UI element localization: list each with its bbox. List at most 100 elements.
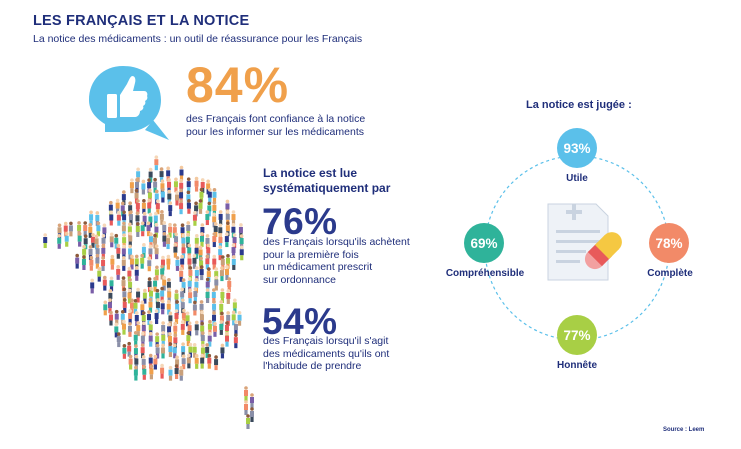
person-figure <box>90 278 95 294</box>
person-figure <box>121 256 126 271</box>
person-figure <box>120 201 125 217</box>
page-title: LES FRANÇAIS ET LA NOTICE <box>33 13 250 29</box>
person-figure <box>160 286 165 302</box>
person-figure <box>225 331 230 347</box>
person-figure <box>81 255 86 270</box>
person-figure <box>192 210 197 226</box>
person-figure <box>194 243 199 259</box>
person-figure <box>114 233 119 249</box>
trust-line: pour les informer sur les médicaments <box>186 126 364 138</box>
person-figure <box>162 275 167 291</box>
person-figure <box>212 188 217 203</box>
stat-line: l'habitude de prendre <box>263 360 362 372</box>
person-figure <box>168 222 173 238</box>
person-figure <box>121 319 126 335</box>
person-figure <box>102 275 107 291</box>
person-figure <box>148 331 153 347</box>
person-figure <box>207 353 212 369</box>
person-figure <box>194 320 199 336</box>
person-figure <box>179 365 184 381</box>
person-figure <box>128 201 133 217</box>
read-title: La notice est lue systématiquement par <box>263 166 413 196</box>
judged-title: La notice est jugée : <box>526 99 632 111</box>
person-figure <box>153 276 158 292</box>
person-figure <box>109 210 114 226</box>
person-figure <box>129 298 134 314</box>
person-figure <box>179 165 184 181</box>
stat-line: sur ordonnance <box>263 273 336 286</box>
person-figure <box>200 232 205 247</box>
person-figure <box>116 243 121 259</box>
person-figure <box>231 255 236 270</box>
read-title-line: systématiquement par <box>263 181 391 195</box>
person-figure <box>173 242 178 258</box>
read-title-line: La notice est lue <box>263 166 358 180</box>
person-figure <box>180 320 185 335</box>
stat-line: des médicaments qu'ils ont <box>263 347 390 360</box>
rating-circle-utile: 93% <box>557 128 597 168</box>
person-figure <box>166 234 171 250</box>
person-figure <box>64 231 69 247</box>
person-figure <box>232 298 237 314</box>
person-figure <box>192 300 197 316</box>
person-figure <box>160 264 165 280</box>
stat-line: pour la première fois <box>263 248 359 261</box>
person-figure <box>128 244 133 260</box>
person-figure <box>186 353 191 369</box>
person-figure <box>220 288 225 303</box>
person-figure <box>194 176 199 192</box>
person-figure <box>116 332 121 348</box>
person-figure <box>214 275 219 291</box>
person-figure <box>129 254 134 270</box>
person-figure <box>133 365 138 381</box>
stat-line: un médicament prescrit <box>263 261 373 273</box>
person-figure <box>149 364 154 380</box>
person-figure <box>154 244 159 260</box>
person-figure <box>186 331 191 347</box>
person-figure <box>160 299 165 315</box>
person-figure <box>114 322 119 338</box>
person-figure <box>224 232 229 248</box>
person-figure <box>77 231 82 247</box>
person-figure <box>154 265 159 281</box>
person-figure <box>233 333 238 349</box>
person-figure <box>146 221 151 237</box>
person-figure <box>127 341 132 357</box>
person-figure <box>205 254 210 270</box>
person-figure <box>90 232 95 248</box>
person-figure <box>109 232 114 248</box>
person-figure <box>175 300 180 315</box>
person-figure <box>135 222 140 237</box>
person-figure <box>96 221 101 237</box>
person-figure <box>231 210 236 226</box>
person-figure <box>179 199 184 215</box>
person-figure <box>116 210 121 226</box>
person-figure <box>168 342 173 358</box>
person-figure <box>192 342 197 358</box>
person-figure <box>218 245 223 261</box>
person-figure <box>181 278 186 294</box>
rating-circle-comprehensible: 69% <box>464 223 504 263</box>
person-figure <box>68 221 73 237</box>
person-figure <box>83 221 88 237</box>
person-figure <box>212 322 217 337</box>
person-figure <box>161 343 166 359</box>
person-figure <box>114 309 119 325</box>
person-figure <box>161 331 166 346</box>
person-figure <box>226 289 231 304</box>
source-note: Source : Leem <box>663 427 705 433</box>
person-figure <box>185 311 190 327</box>
person-figure <box>108 310 113 326</box>
person-figure <box>153 177 158 193</box>
person-figure <box>107 298 112 314</box>
rating-label-complete: Complète <box>647 268 693 279</box>
person-figure <box>159 167 164 183</box>
person-figure <box>103 300 108 316</box>
person-figure <box>141 179 146 195</box>
person-figure <box>239 245 244 261</box>
rating-label-honnete: Honnête <box>557 360 597 371</box>
rating-label-utile: Utile <box>566 173 588 184</box>
person-figure <box>95 253 100 269</box>
person-figure <box>200 353 205 369</box>
person-figure <box>186 177 191 193</box>
